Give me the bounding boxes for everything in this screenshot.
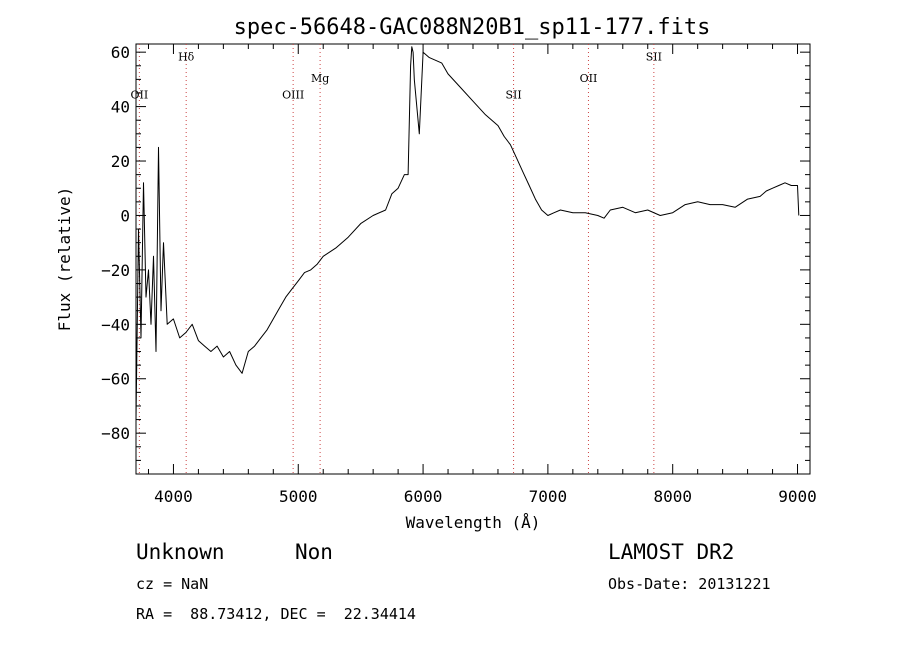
line-marker-label: OIII [282,88,304,101]
x-axis-label: Wavelength (Å) [406,513,541,532]
obs-date-label: Obs-Date: 20131221 [608,575,771,593]
survey-label: LAMOST DR2 [608,540,735,564]
subclass-label: Non [295,540,333,564]
cz-label: cz = NaN [136,575,209,593]
y-tick-label: 20 [111,152,130,171]
x-tick-label: 6000 [404,487,443,506]
x-tick-label: 8000 [653,487,692,506]
x-tick-label: 7000 [529,487,568,506]
coords-label: RA = 88.73412, DEC = 22.34414 [136,605,416,623]
plot-frame [135,43,811,475]
spectrum-line [135,46,800,420]
line-marker-label: OII [580,72,598,85]
x-tick-label: 4000 [154,487,193,506]
series-layer [135,46,800,420]
x-tick-label: 9000 [778,487,817,506]
y-tick-label: −40 [101,315,130,334]
spectrum-chart: spec-56648-GAC088N20B1_sp11-177.fits OII… [55,15,817,532]
line-markers: OII Hδ OIII Mg SII OII SII [131,44,662,474]
x-tick-label: 5000 [279,487,318,506]
line-marker-label: OII [131,88,149,101]
y-tick-label: 40 [111,98,130,117]
y-tick-label: −80 [101,424,130,443]
line-marker-label: Mg [311,72,329,85]
y-tick-label: 0 [120,206,130,225]
class-label: Unknown [136,540,225,564]
chart-title: spec-56648-GAC088N20B1_sp11-177.fits [234,15,711,40]
line-marker-label: SII [646,50,662,63]
y-tick-label: −20 [101,261,130,280]
line-marker-label: SII [505,88,521,101]
line-marker-label: Hδ [178,50,195,63]
axis-ticks: 4000 5000 6000 7000 8000 9000 −80 −60 −40 −20 0 20 4… [101,43,817,506]
y-axis-label: Flux (relative) [55,187,74,332]
y-tick-label: 60 [111,43,130,62]
y-tick-label: −60 [101,370,130,389]
